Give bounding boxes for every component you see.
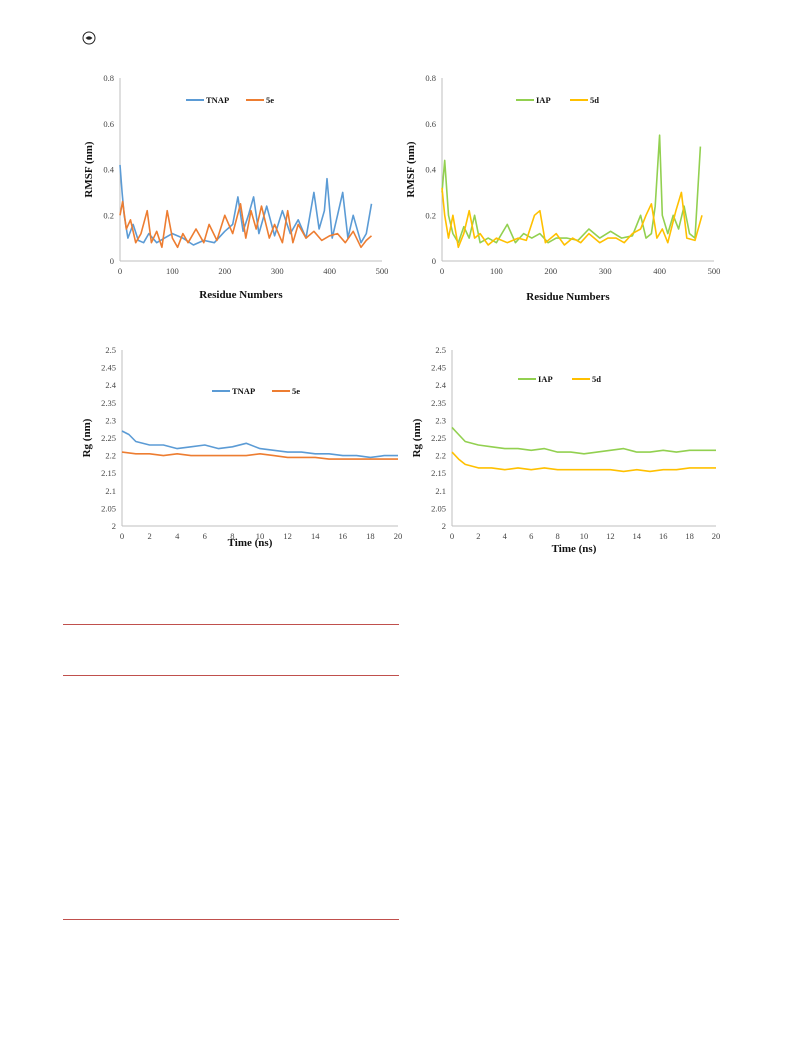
y-tick-label: 2.2	[435, 451, 446, 461]
legend-label: TNAP	[232, 386, 255, 396]
y-tick-label: 2.1	[105, 486, 116, 496]
y-tick-label: 0.8	[425, 73, 436, 83]
x-tick-label: 12	[283, 531, 292, 541]
rmsf-iap-chart: 0 0.2 0.4 0.6 0.8 0 100 200 300 400 500 RMSF (nm) Re…	[405, 73, 721, 303]
y-tick-label: 2	[112, 521, 116, 531]
y-tick-label: 0.6	[103, 119, 114, 129]
x-tick-label: 0	[440, 266, 444, 276]
x-tick-label: 400	[653, 266, 666, 276]
x-tick-label: 0	[118, 266, 122, 276]
x-tick-label: 2	[476, 531, 480, 541]
x-tick-label: 400	[323, 266, 336, 276]
rmsf-tnap-chart: 0 0.2 0.4 0.6 0.8 0 100 200 300 400 500 RMSF (nm) Re…	[83, 73, 389, 301]
y-tick-label: 2.5	[105, 345, 116, 355]
series-line-5e	[119, 200, 373, 249]
x-tick-label: 14	[633, 531, 642, 541]
x-tick-label: 14	[311, 531, 320, 541]
series-line-5d	[451, 451, 716, 473]
y-tick-label: 2.05	[431, 503, 446, 513]
y-tick-label: 0.2	[425, 210, 436, 220]
x-tick-label: 18	[366, 531, 375, 541]
x-tick-label: 16	[339, 531, 348, 541]
series-line-tnap	[121, 430, 398, 459]
legend-label: TNAP	[206, 95, 229, 105]
x-tick-label: 6	[529, 531, 533, 541]
table-bottom-rule	[63, 919, 399, 920]
x-tick-label: 8	[230, 531, 234, 541]
y-tick-label: 2.05	[101, 503, 116, 513]
y-tick-label: 2.3	[435, 415, 446, 425]
y-tick-label: 0.4	[103, 165, 114, 175]
x-tick-label: 500	[708, 266, 721, 276]
series-line-5d	[441, 187, 703, 249]
y-tick-label: 0.6	[425, 119, 436, 129]
y-tick-label: 2.25	[431, 433, 446, 443]
legend-label: 5d	[590, 95, 599, 105]
x-tick-label: 100	[166, 266, 179, 276]
y-axis-title: Rg (nm)	[411, 418, 423, 457]
y-tick-label: 0	[110, 256, 114, 266]
x-tick-label: 18	[685, 531, 694, 541]
x-tick-label: 300	[271, 266, 284, 276]
rg-tnap-chart: 22.052.12.152.22.252.32.352.42.452.50 2 4 6…	[81, 345, 403, 549]
series-line-iap	[451, 426, 716, 455]
y-tick-label: 2.25	[101, 433, 116, 443]
y-axis-title: RMSF (nm)	[405, 141, 417, 197]
x-tick-label: 10	[580, 531, 589, 541]
y-tick-label: 0.2	[103, 210, 114, 220]
y-tick-label: 2.5	[435, 345, 446, 355]
y-axis-title: Rg (nm)	[81, 418, 93, 457]
rg-iap-chart: 22.052.12.152.22.252.32.352.42.452.50 2 4 6…	[411, 345, 721, 555]
x-tick-label: 4	[175, 531, 180, 541]
y-tick-label: 2.4	[435, 380, 446, 390]
x-tick-label: 2	[147, 531, 151, 541]
table-header-rule	[63, 675, 399, 676]
y-tick-label: 2	[442, 521, 446, 531]
y-tick-label: 2.1	[435, 486, 446, 496]
legend-label: IAP	[538, 374, 553, 384]
y-tick-label: 0	[432, 256, 436, 266]
y-tick-label: 2.45	[101, 363, 116, 373]
x-tick-label: 100	[490, 266, 503, 276]
x-tick-label: 300	[599, 266, 612, 276]
legend-label: 5e	[292, 386, 300, 396]
legend-label: 5d	[592, 374, 601, 384]
y-tick-label: 0.8	[103, 73, 114, 83]
y-axis-title: RMSF (nm)	[83, 141, 95, 197]
y-tick-label: 2.4	[105, 380, 116, 390]
y-tick-label: 2.35	[431, 398, 446, 408]
x-axis-title: Time (ns)	[552, 543, 597, 555]
y-tick-label: 2.35	[101, 398, 116, 408]
x-tick-label: 20	[394, 531, 403, 541]
x-tick-label: 4	[503, 531, 508, 541]
x-tick-label: 20	[712, 531, 721, 541]
y-tick-label: 2.15	[431, 468, 446, 478]
legend-label: 5e	[266, 95, 274, 105]
series-line-5e	[121, 451, 398, 460]
y-tick-label: 2.15	[101, 468, 116, 478]
x-tick-label: 0	[450, 531, 454, 541]
x-axis-title: Time (ns)	[228, 537, 273, 549]
x-tick-label: 200	[218, 266, 231, 276]
series-line-tnap	[119, 164, 373, 246]
publisher-logo-icon	[82, 31, 96, 45]
y-tick-label: 0.4	[425, 165, 436, 175]
y-tick-label: 2.3	[105, 415, 116, 425]
series-line-iap	[441, 134, 702, 244]
x-tick-label: 8	[555, 531, 559, 541]
x-tick-label: 10	[256, 531, 265, 541]
x-axis-title: Residue Numbers	[526, 291, 610, 303]
y-tick-label: 2.2	[105, 451, 116, 461]
y-tick-label: 2.45	[431, 363, 446, 373]
x-tick-label: 500	[376, 266, 389, 276]
x-tick-label: 6	[203, 531, 207, 541]
x-tick-label: 12	[606, 531, 615, 541]
table-top-rule	[63, 624, 399, 625]
x-axis-title: Residue Numbers	[199, 289, 283, 301]
x-tick-label: 16	[659, 531, 668, 541]
legend-label: IAP	[536, 95, 551, 105]
x-tick-label: 0	[120, 531, 124, 541]
x-tick-label: 200	[544, 266, 557, 276]
